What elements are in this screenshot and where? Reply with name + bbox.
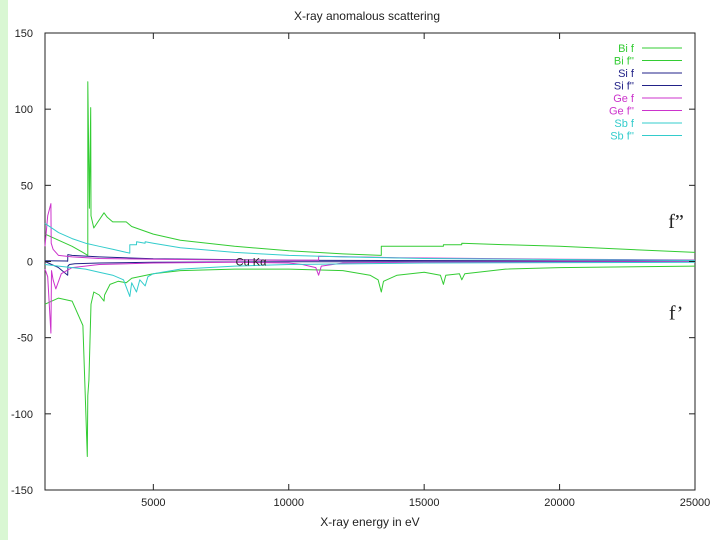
annotation-f-label-1: f’ (669, 302, 683, 324)
x-tick-label: 20000 (544, 497, 575, 509)
y-tick-label: 0 (27, 257, 33, 269)
legend-label: Sb f (614, 118, 635, 130)
series-line-ge-f-4 (44, 261, 696, 334)
legend-label: Bi f'' (614, 56, 634, 68)
series-line-sb-f-6 (44, 261, 696, 297)
annotation-f-label-0: f” (668, 211, 684, 233)
x-tick-label: 5000 (141, 497, 165, 509)
legend-label: Bi f (618, 43, 635, 55)
chart-title: X-ray anomalous scattering (294, 9, 440, 23)
y-tick-label: 150 (15, 28, 33, 40)
series-line-bi-f-0 (44, 265, 696, 457)
legend-label: Si f (618, 68, 635, 80)
annotation-cu-ka: Cu Kα (236, 257, 267, 269)
series-line-sb-f--7 (44, 222, 696, 261)
x-axis-label: X-ray energy in eV (320, 515, 419, 529)
legend-label: Si f'' (614, 81, 634, 93)
x-tick-label: 25000 (680, 497, 711, 509)
legend-label: Ge f (613, 93, 635, 105)
left-accent-strip (0, 0, 8, 540)
y-tick-label: -150 (11, 485, 33, 497)
x-tick-label: 10000 (273, 497, 304, 509)
series-line-ge-f--5 (44, 203, 696, 261)
y-tick-label: -50 (17, 333, 33, 345)
y-tick-label: -100 (11, 409, 33, 421)
series-line-bi-f--1 (44, 81, 696, 256)
legend-label: Ge f'' (609, 106, 634, 118)
y-tick-label: 100 (15, 104, 33, 116)
legend-label: Sb f'' (610, 131, 634, 143)
y-tick-label: 50 (21, 180, 33, 192)
x-tick-label: 15000 (409, 497, 440, 509)
